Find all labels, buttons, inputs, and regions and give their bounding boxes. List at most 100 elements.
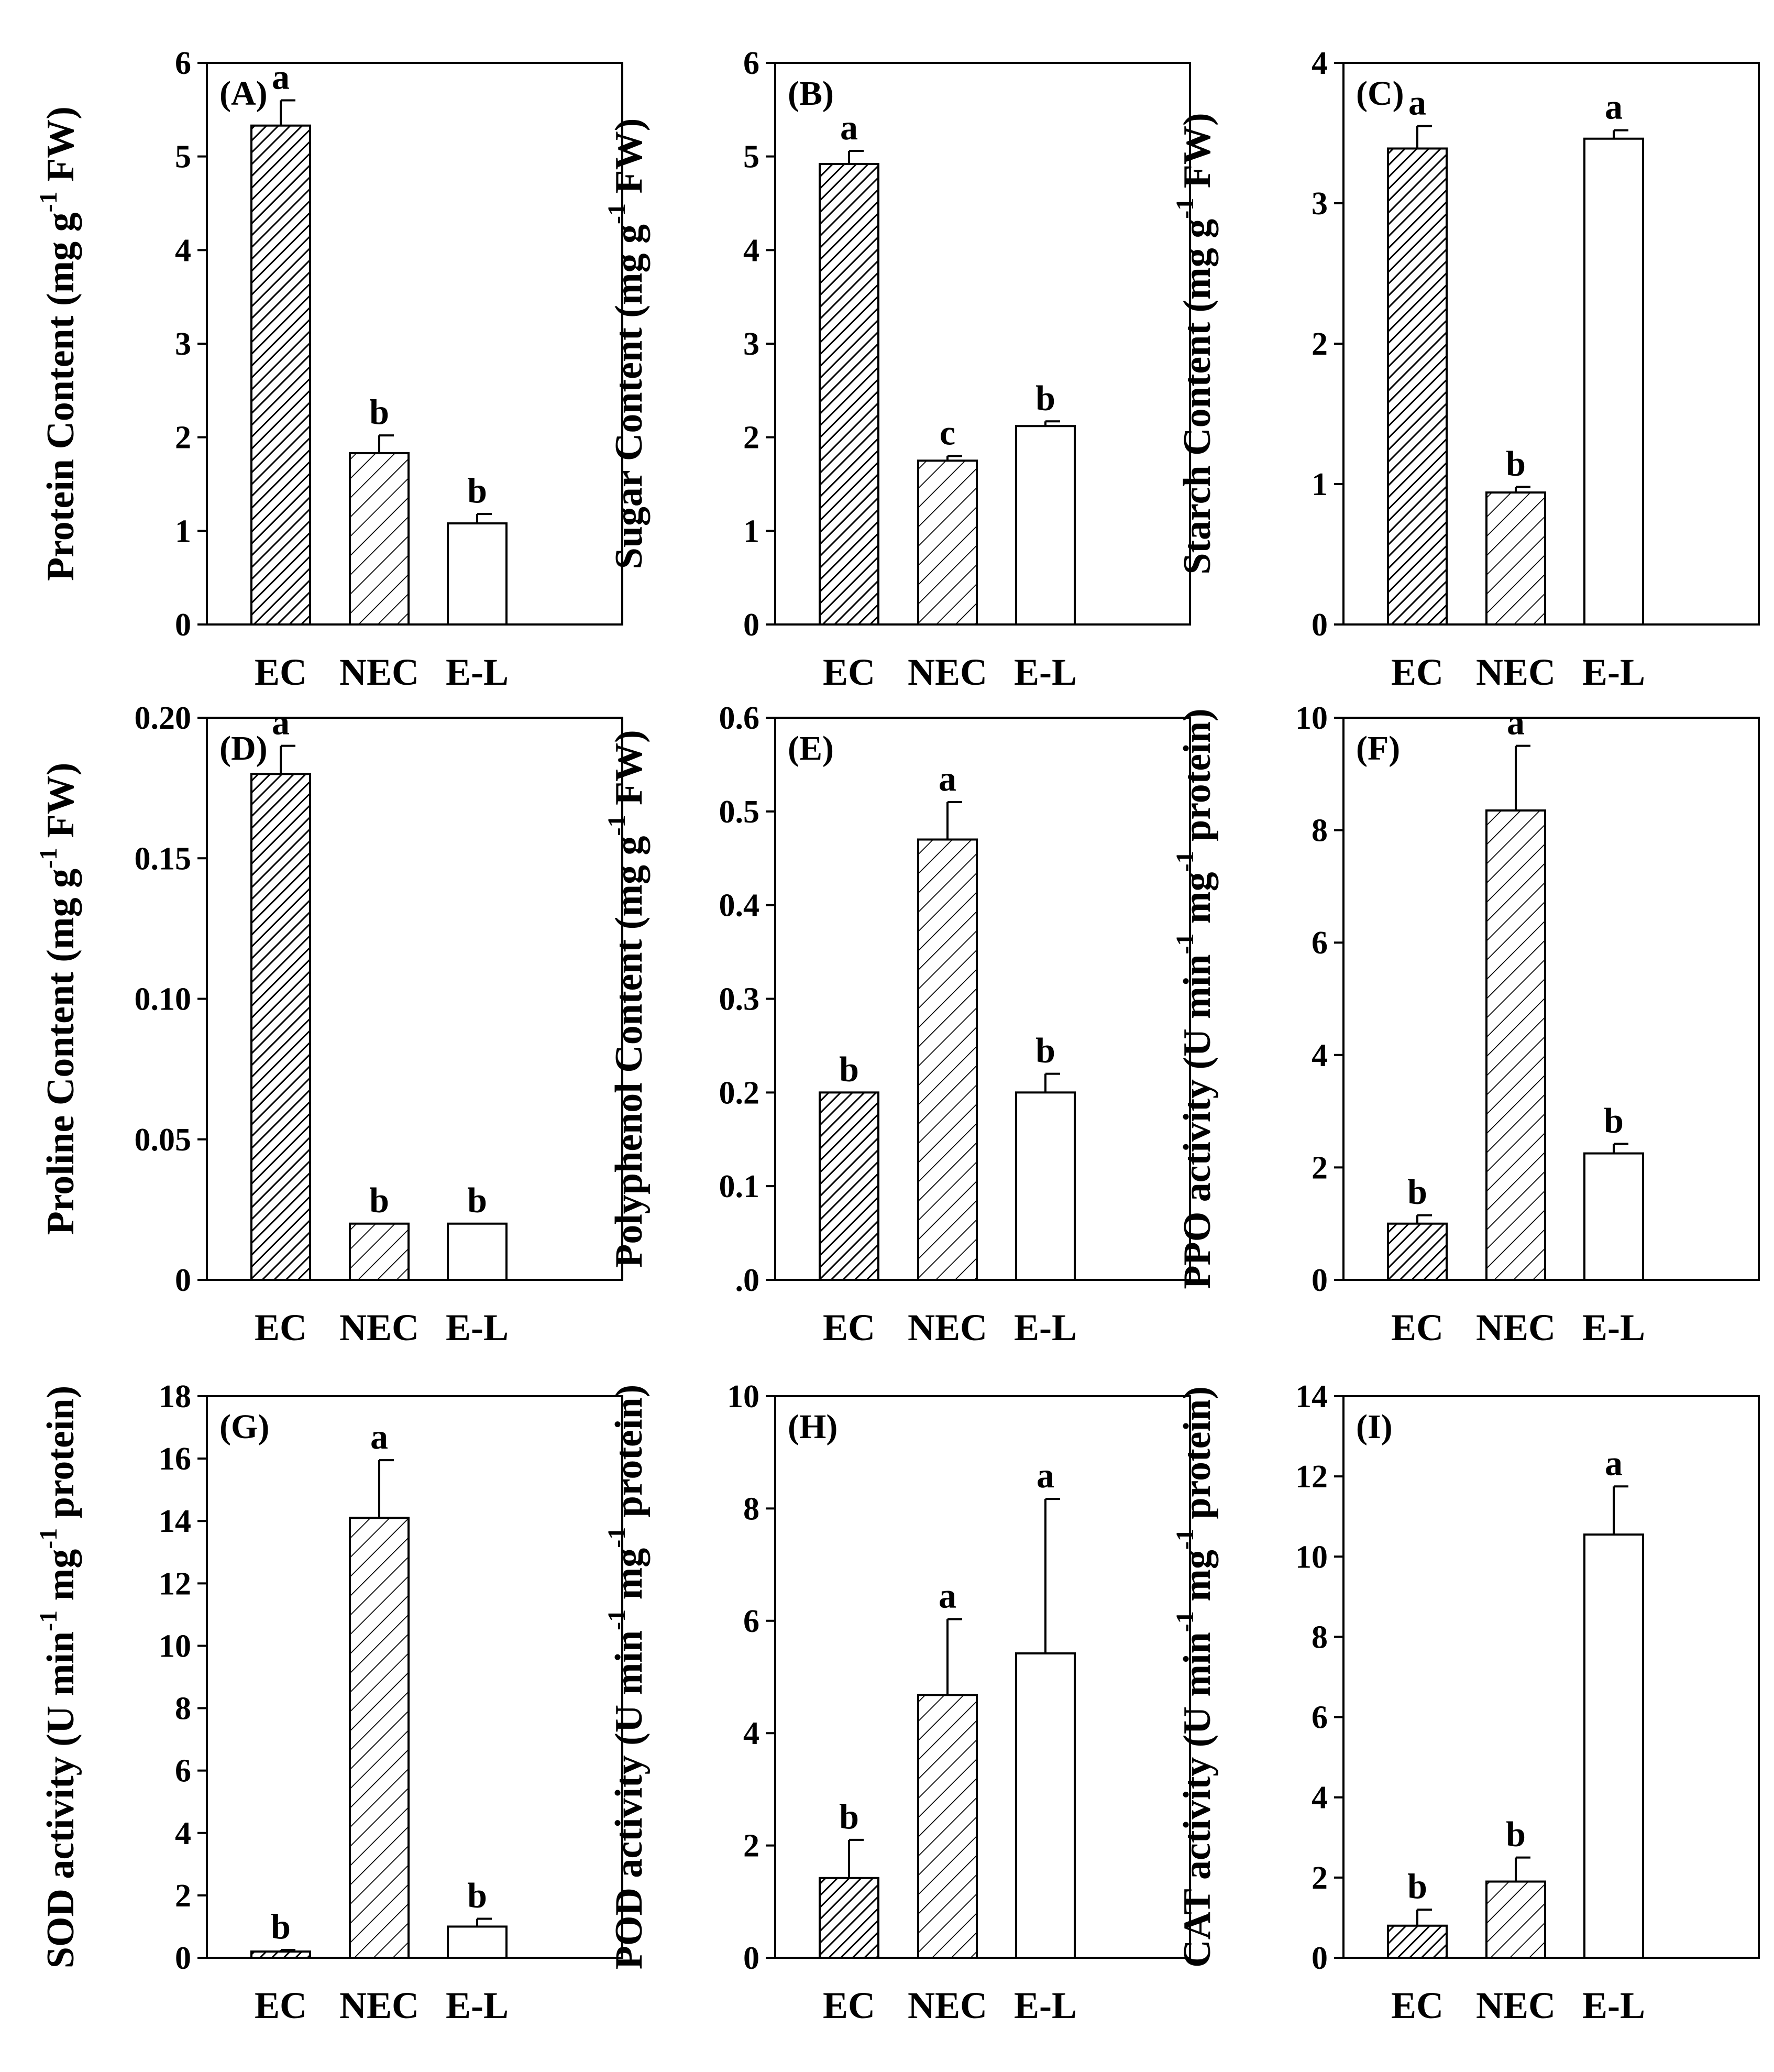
significance-letter: a (1605, 87, 1623, 127)
significance-letter: b (467, 470, 487, 510)
chart-panel-1: 0 1 2 3 4 5 6 Sugar Content (mg g-1 FW) (B)a EC c N… (603, 46, 1191, 693)
chart-panel-7: 0 2 4 6 8 10 POD activity (U min-1 mg-1 protei… (603, 1379, 1191, 2026)
significance-letter: b (839, 1049, 859, 1089)
significance-letter: a (272, 57, 290, 96)
y-tick-label: 10 (159, 1628, 191, 1664)
y-tick-label: 2 (1312, 1150, 1328, 1186)
plot-frame (1342, 1395, 1760, 1959)
panel-label: (D) (219, 729, 268, 768)
x-category-label: E-L (446, 1985, 509, 2026)
y-tick-label: 6 (1312, 925, 1328, 961)
significance-letter: b (467, 1876, 487, 1915)
y-tick-label: 3 (175, 326, 191, 362)
y-tick-label: 0.4 (719, 888, 760, 924)
x-category-label: NEC (908, 651, 987, 693)
x-category-label: NEC (1476, 1307, 1556, 1349)
x-category-label: E-L (1582, 1985, 1645, 2026)
significance-letter: a (1605, 1443, 1623, 1483)
x-category-label: E-L (1582, 1307, 1645, 1349)
y-tick-label: 2 (1312, 1860, 1328, 1896)
x-category-label: EC (823, 1307, 875, 1349)
y-tick-label: 0.6 (719, 700, 760, 736)
y-tick-label: 0 (1312, 607, 1328, 643)
significance-letter: b (271, 1906, 291, 1946)
y-tick-label: 8 (1312, 1619, 1328, 1655)
bar-e-l (447, 1925, 508, 1959)
y-tick-label: 4 (743, 233, 759, 268)
x-category-label: NEC (1476, 1985, 1556, 2026)
y-tick-label: 0 (743, 1941, 759, 1976)
significance-letter: a (939, 1576, 956, 1616)
x-category-label: E-L (446, 651, 509, 693)
y-tick-label: 0 (743, 607, 759, 643)
bar-e-l (1583, 1533, 1644, 1959)
chart-panel-5: 0 2 4 6 8 10 PPO activity (U min-1 mg-1 protei… (1171, 700, 1760, 1349)
panel-label: (B) (788, 74, 834, 113)
y-axis-label: Protein Content (mg g-1 FW) (35, 106, 82, 581)
y-tick-label: 4 (1312, 1780, 1328, 1816)
y-tick-label: 0 (175, 1941, 191, 1976)
bar-ec (250, 1950, 311, 1959)
y-tick-label: 6 (1312, 1700, 1328, 1736)
y-tick-label: 0.05 (135, 1122, 192, 1158)
x-category-label: EC (823, 651, 875, 693)
bar-e-l (1015, 1091, 1076, 1281)
y-tick-label: 8 (743, 1491, 759, 1527)
y-tick-label: 8 (175, 1691, 191, 1727)
significance-letter: b (1604, 1100, 1624, 1140)
panel-label: (G) (219, 1408, 269, 1446)
significance-letter: a (1408, 83, 1426, 123)
bar-nec (917, 459, 978, 626)
y-tick-label: 0.10 (135, 982, 192, 1017)
y-tick-label: 18 (159, 1379, 191, 1415)
y-tick-label: 10 (1295, 700, 1328, 736)
x-category-label: EC (823, 1985, 875, 2026)
bar-nec (349, 1222, 410, 1281)
y-tick-label: 2 (743, 1828, 759, 1864)
panel-label: (H) (788, 1408, 838, 1446)
y-tick-label: 1 (1312, 467, 1328, 502)
y-tick-label: 16 (159, 1441, 191, 1477)
bar-nec (1485, 491, 1546, 626)
panel-label: (A) (219, 74, 268, 113)
y-tick-label: 14 (159, 1504, 191, 1539)
y-tick-label: 4 (1312, 1038, 1328, 1073)
bar-ec (819, 162, 879, 626)
y-tick-label: 2 (175, 420, 191, 456)
bar-nec (349, 452, 410, 626)
y-axis-label: CAT activity (U min-1 mg-1 protein) (1171, 1386, 1219, 1968)
chart-panel-4: .0 0.1 0.2 0.3 0.4 0.5 0.6 Polyphenol Content (… (603, 700, 1191, 1349)
y-tick-label: 4 (175, 233, 191, 268)
x-category-label: EC (255, 1985, 307, 2026)
y-tick-label: 0.15 (135, 841, 192, 876)
significance-letter: a (840, 107, 858, 147)
y-tick-label: 6 (175, 46, 191, 81)
chart-panel-8: 0 2 4 6 8 10 12 14 CAT activity (U min-1 mg-1 pr… (1171, 1379, 1760, 2026)
x-category-label: NEC (908, 1307, 987, 1349)
significance-letter: c (940, 412, 955, 452)
significance-letter: b (1035, 1030, 1055, 1070)
bar-nec (1485, 1880, 1546, 1959)
x-category-label: E-L (1582, 651, 1645, 693)
x-category-label: NEC (1476, 651, 1556, 693)
x-category-label: E-L (446, 1307, 509, 1349)
bar-e-l (447, 1222, 508, 1281)
x-category-label: E-L (1014, 1985, 1077, 2026)
significance-letter: b (839, 1796, 859, 1836)
y-tick-label: 4 (175, 1816, 191, 1851)
y-tick-label: 10 (727, 1379, 759, 1415)
bar-nec (917, 1694, 978, 1959)
y-axis-label: POD activity (U min-1 mg-1 protein) (603, 1385, 651, 1970)
chart-panel-6: 0 2 4 6 8 10 12 14 16 18 SOD activity (U min-1 mg-… (35, 1379, 623, 2026)
y-tick-label: 5 (175, 139, 191, 175)
y-tick-label: 0 (175, 607, 191, 643)
y-axis-label: Starch Content (mg g-1 FW) (1171, 113, 1219, 574)
y-tick-label: 0 (1312, 1941, 1328, 1976)
y-tick-label: 3 (743, 326, 759, 362)
bar-e-l (1015, 425, 1076, 626)
significance-letter: b (369, 392, 389, 432)
significance-letter: a (1037, 1455, 1054, 1495)
x-category-label: NEC (339, 1985, 419, 2026)
